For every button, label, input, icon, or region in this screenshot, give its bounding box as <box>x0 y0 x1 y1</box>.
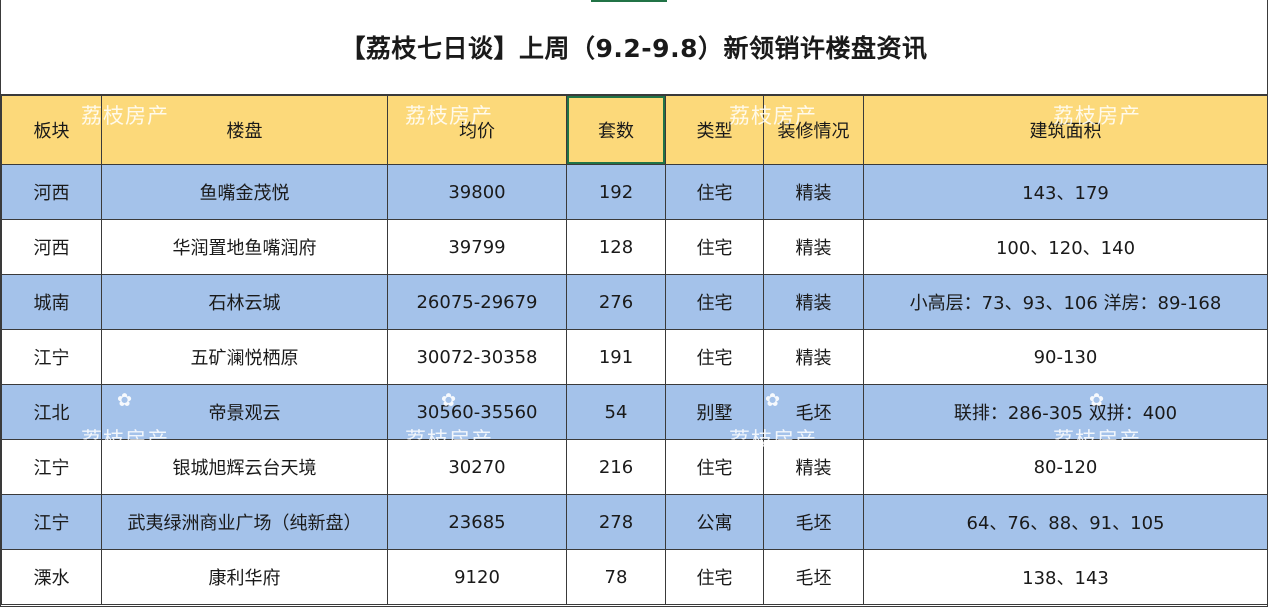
listings-table: 板块 楼盘 均价 套数 类型 装修情况 建筑面积 河西 鱼嘴金茂悦 39800 192… <box>1 95 1268 605</box>
cell-decoration[interactable]: 毛坯 <box>763 494 864 550</box>
sheet-title: 【荔枝七日谈】上周（9.2-9.8）新领销许楼盘资讯 <box>1 0 1267 95</box>
cell-decoration[interactable]: 精装 <box>763 164 864 220</box>
cell-avg-price[interactable]: 9120 <box>387 549 567 605</box>
cell-type[interactable]: 公寓 <box>665 494 764 550</box>
cell-type[interactable]: 住宅 <box>665 274 764 330</box>
table-row: 江北 帝景观云 30560-35560 54 别墅 毛坯 联排：286-305 双拼：400 <box>1 384 1268 440</box>
table-row: 河西 鱼嘴金茂悦 39800 192 住宅 精装 143、179 <box>1 164 1268 220</box>
cell-district[interactable]: 河西 <box>1 164 102 220</box>
cell-avg-price[interactable]: 39799 <box>387 219 567 275</box>
cell-project[interactable]: 银城旭辉云台天境 <box>101 439 388 495</box>
cell-avg-price[interactable]: 26075-29679 <box>387 274 567 330</box>
cell-type[interactable]: 住宅 <box>665 329 764 385</box>
cell-district[interactable]: 城南 <box>1 274 102 330</box>
header-project[interactable]: 楼盘 <box>101 95 388 165</box>
cell-area[interactable]: 143、179 <box>863 164 1268 220</box>
cell-avg-price[interactable]: 30560-35560 <box>387 384 567 440</box>
cell-decoration[interactable]: 精装 <box>763 439 864 495</box>
table-row: 城南 石林云城 26075-29679 276 住宅 精装 小高层：73、93、106 洋房… <box>1 274 1268 330</box>
cell-area[interactable]: 138、143 <box>863 549 1268 605</box>
cell-decoration[interactable]: 精装 <box>763 219 864 275</box>
cell-project[interactable]: 帝景观云 <box>101 384 388 440</box>
cell-area[interactable]: 联排：286-305 双拼：400 <box>863 384 1268 440</box>
cell-project[interactable]: 鱼嘴金茂悦 <box>101 164 388 220</box>
cell-district[interactable]: 江宁 <box>1 439 102 495</box>
cell-decoration[interactable]: 毛坯 <box>763 384 864 440</box>
cell-type[interactable]: 住宅 <box>665 164 764 220</box>
cell-area[interactable]: 80-120 <box>863 439 1268 495</box>
header-decoration[interactable]: 装修情况 <box>763 95 864 165</box>
cell-units[interactable]: 78 <box>566 549 666 605</box>
cell-project[interactable]: 武夷绿洲商业广场（纯新盘） <box>101 494 388 550</box>
cell-avg-price[interactable]: 30072-30358 <box>387 329 567 385</box>
cell-area[interactable]: 64、76、88、91、105 <box>863 494 1268 550</box>
cell-district[interactable]: 溧水 <box>1 549 102 605</box>
cell-type[interactable]: 住宅 <box>665 219 764 275</box>
table-row: 江宁 银城旭辉云台天境 30270 216 住宅 精装 80-120 <box>1 439 1268 495</box>
selected-column-marker <box>591 0 667 2</box>
cell-project[interactable]: 石林云城 <box>101 274 388 330</box>
cell-type[interactable]: 别墅 <box>665 384 764 440</box>
header-district[interactable]: 板块 <box>1 95 102 165</box>
cell-units[interactable]: 54 <box>566 384 666 440</box>
header-area[interactable]: 建筑面积 <box>863 95 1268 165</box>
cell-area[interactable]: 90-130 <box>863 329 1268 385</box>
cell-avg-price[interactable]: 39800 <box>387 164 567 220</box>
cell-units[interactable]: 276 <box>566 274 666 330</box>
header-row: 板块 楼盘 均价 套数 类型 装修情况 建筑面积 <box>1 95 1268 165</box>
cell-units[interactable]: 192 <box>566 164 666 220</box>
cell-units[interactable]: 216 <box>566 439 666 495</box>
cell-area[interactable]: 小高层：73、93、106 洋房：89-168 <box>863 274 1268 330</box>
cell-avg-price[interactable]: 23685 <box>387 494 567 550</box>
cell-district[interactable]: 江宁 <box>1 329 102 385</box>
header-avg-price[interactable]: 均价 <box>387 95 567 165</box>
cell-units[interactable]: 278 <box>566 494 666 550</box>
cell-units[interactable]: 128 <box>566 219 666 275</box>
cell-project[interactable]: 华润置地鱼嘴润府 <box>101 219 388 275</box>
cell-type[interactable]: 住宅 <box>665 549 764 605</box>
cell-avg-price[interactable]: 30270 <box>387 439 567 495</box>
cell-project[interactable]: 五矿澜悦栖原 <box>101 329 388 385</box>
table-row: 江宁 武夷绿洲商业广场（纯新盘） 23685 278 公寓 毛坯 64、76、88、91、1… <box>1 494 1268 550</box>
cell-decoration[interactable]: 精装 <box>763 329 864 385</box>
cell-decoration[interactable]: 精装 <box>763 274 864 330</box>
cell-district[interactable]: 江北 <box>1 384 102 440</box>
cell-units[interactable]: 191 <box>566 329 666 385</box>
header-units[interactable]: 套数 <box>566 95 666 165</box>
cell-type[interactable]: 住宅 <box>665 439 764 495</box>
cell-project[interactable]: 康利华府 <box>101 549 388 605</box>
table-row: 江宁 五矿澜悦栖原 30072-30358 191 住宅 精装 90-130 <box>1 329 1268 385</box>
cell-district[interactable]: 江宁 <box>1 494 102 550</box>
table-row: 河西 华润置地鱼嘴润府 39799 128 住宅 精装 100、120、140 <box>1 219 1268 275</box>
cell-district[interactable]: 河西 <box>1 219 102 275</box>
cell-area[interactable]: 100、120、140 <box>863 219 1268 275</box>
table-row: 溧水 康利华府 9120 78 住宅 毛坯 138、143 <box>1 549 1268 605</box>
header-type[interactable]: 类型 <box>665 95 764 165</box>
cell-decoration[interactable]: 毛坯 <box>763 549 864 605</box>
